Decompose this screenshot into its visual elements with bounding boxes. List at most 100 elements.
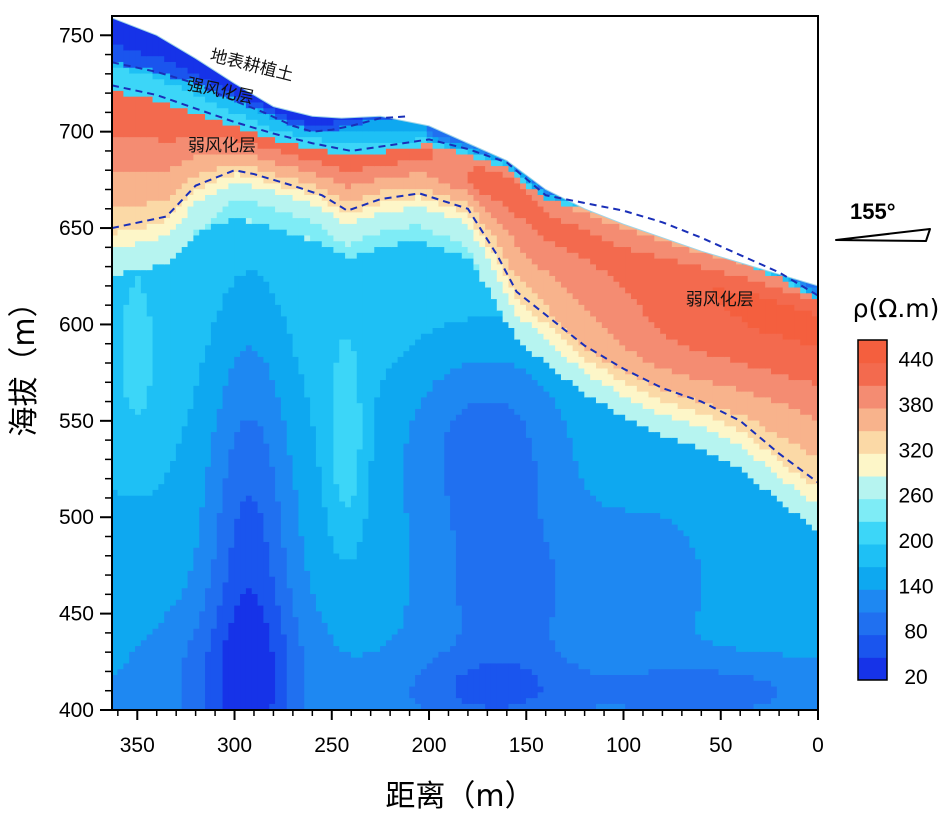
contour-cell xyxy=(170,166,177,196)
contour-cell xyxy=(362,518,370,653)
contour-cell xyxy=(269,131,276,138)
contour-cell xyxy=(473,189,480,202)
contour-cell xyxy=(152,628,159,710)
contour-cell xyxy=(706,17,714,237)
contour-cell xyxy=(263,183,270,190)
contour-cell xyxy=(210,218,218,225)
contour-cell xyxy=(397,229,405,242)
contour-cell xyxy=(782,466,790,485)
contour-cell xyxy=(158,17,165,57)
contour-cell xyxy=(502,206,510,231)
contour-cell xyxy=(234,218,241,277)
contour-cell xyxy=(712,287,720,300)
contour-cell xyxy=(619,247,626,289)
contour-cell xyxy=(467,183,475,196)
contour-cell xyxy=(199,507,206,612)
contour-cell xyxy=(467,316,475,364)
contour-cell xyxy=(683,374,690,398)
contour-cell xyxy=(444,142,451,150)
contour-cell xyxy=(432,380,440,659)
contour-cell xyxy=(158,56,165,75)
contour-cell xyxy=(135,275,142,416)
contour-cell xyxy=(794,657,801,710)
contour-cell xyxy=(444,252,451,323)
contour-cell xyxy=(625,513,632,676)
contour-cell xyxy=(508,17,515,161)
contour-cell xyxy=(199,85,206,98)
contour-cell xyxy=(473,154,480,161)
contour-cell xyxy=(187,194,194,208)
contour-cell xyxy=(228,137,235,156)
x-tick-label: 250 xyxy=(314,734,349,757)
contour-cell xyxy=(170,229,177,260)
contour-cell xyxy=(181,67,189,80)
contour-cell xyxy=(759,680,766,705)
contour-cell xyxy=(665,437,673,520)
contour-cell xyxy=(193,229,200,237)
contour-cell xyxy=(730,646,737,676)
contour-cell xyxy=(129,206,136,231)
contour-cell xyxy=(216,223,224,312)
contour-cell xyxy=(164,218,171,237)
contour-cell xyxy=(601,328,609,364)
contour-cell xyxy=(794,281,801,289)
contour-cell xyxy=(794,287,801,294)
contour-cell xyxy=(403,351,410,445)
contour-cell xyxy=(385,17,393,115)
contour-cell xyxy=(275,148,282,167)
contour-cell xyxy=(216,177,224,190)
contour-cell xyxy=(736,651,743,676)
contour-cell xyxy=(584,489,591,670)
contour-cell xyxy=(216,408,224,514)
contour-cell xyxy=(648,322,655,364)
contour-cell xyxy=(112,67,119,92)
contour-cell xyxy=(170,79,177,86)
contour-cell xyxy=(578,356,585,370)
contour-cell xyxy=(140,229,148,242)
contour-cell xyxy=(455,675,463,699)
contour-cell xyxy=(298,160,305,173)
contour-cell xyxy=(187,90,194,115)
contour-cell xyxy=(496,200,504,225)
contour-cell xyxy=(304,397,311,572)
contour-cell xyxy=(450,200,457,208)
contour-cell xyxy=(625,229,632,248)
contour-cell xyxy=(490,160,498,167)
contour-cell xyxy=(345,125,352,132)
contour-cell xyxy=(187,137,194,161)
contour-cell xyxy=(385,131,393,144)
contour-cell xyxy=(595,403,603,503)
contour-cell xyxy=(811,530,818,659)
contour-cell xyxy=(765,299,772,335)
contour-cell xyxy=(286,177,294,190)
contour-cell xyxy=(292,137,300,144)
contour-cell xyxy=(665,218,673,225)
contour-cell xyxy=(210,154,218,173)
contour-cell xyxy=(315,611,323,710)
contour-cell xyxy=(222,223,229,294)
contour-cell xyxy=(677,669,685,710)
contour-cell xyxy=(216,212,224,225)
contour-cell xyxy=(181,218,189,248)
contour-cell xyxy=(152,73,159,80)
contour-cell xyxy=(584,397,591,491)
contour-cell xyxy=(543,541,550,710)
contour-cell xyxy=(543,339,550,364)
contour-cell xyxy=(677,443,685,532)
contour-cell xyxy=(730,293,737,318)
contour-cell xyxy=(496,362,504,404)
contour-cell xyxy=(572,351,580,364)
contour-cell xyxy=(444,137,451,144)
contour-cell xyxy=(123,304,130,398)
contour-cell xyxy=(455,212,463,219)
contour-cell xyxy=(595,501,603,676)
contour-cell xyxy=(117,61,124,69)
contour-cell xyxy=(175,206,183,225)
contour-cell xyxy=(269,189,276,208)
contour-cell xyxy=(240,102,247,115)
colorbar-swatch xyxy=(858,408,887,432)
contour-cell xyxy=(555,333,562,352)
contour-cell xyxy=(263,622,270,710)
contour-cell xyxy=(490,200,498,219)
contour-cell xyxy=(677,235,685,248)
